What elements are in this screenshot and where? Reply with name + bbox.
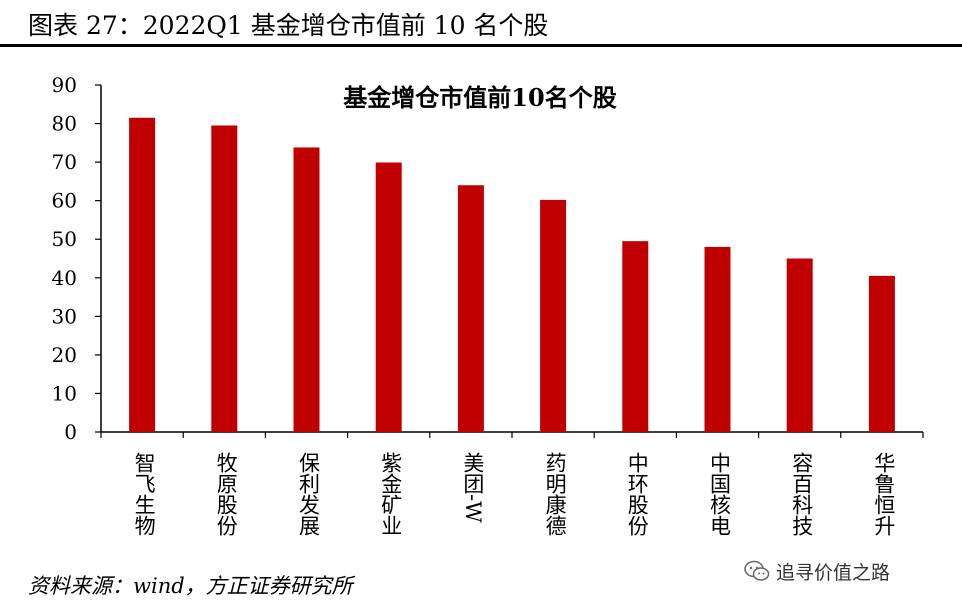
y-tick-label: 30 [52, 304, 77, 328]
watermark-text: 追寻价值之路 [776, 561, 891, 584]
x-tick-label: 牧原股份 [214, 452, 238, 536]
bar [129, 117, 156, 433]
y-tick-label: 90 [52, 73, 77, 97]
bar [457, 185, 484, 432]
bar-chart: 基金增仓市值前10名个股 0 10 20 30 40 50 60 70 80 90 智飞生物 牧原股… [52, 73, 924, 536]
y-tick-label: 60 [52, 189, 77, 213]
x-tick-label: 容百科技 [790, 452, 814, 536]
x-tick-label: 保利发展 [297, 452, 321, 536]
x-tick-label: 紫金矿业 [379, 452, 403, 536]
y-axis: 0 10 20 30 40 50 60 70 80 90 [52, 73, 102, 444]
figure-title: 图表 27：2022Q1 基金增仓市值前 10 名个股 [28, 11, 549, 40]
bar [704, 246, 731, 432]
watermark: 追寻价值之路 [744, 556, 890, 586]
bar [868, 275, 895, 432]
bar-series [129, 117, 895, 433]
x-tick-label: 药明康德 [543, 452, 567, 536]
x-tick-labels: 智飞生物 牧原股份 保利发展 紫金矿业 美团-W 药明康德 中环股份 中国核电 容百科技 华鲁恒升 [132, 452, 896, 536]
y-tick-label: 40 [52, 266, 77, 290]
chart-title: 基金增仓市值前10名个股 [343, 83, 616, 112]
bar [540, 199, 567, 432]
x-tick-label: 美团-W [461, 452, 485, 523]
y-tick-label: 20 [52, 343, 77, 367]
y-tick-label: 10 [52, 381, 77, 405]
x-tick-label: 中环股份 [625, 452, 649, 536]
y-tick-label: 50 [52, 227, 77, 251]
bar [786, 258, 813, 432]
source-note: 资料来源：wind，方正证券研究所 [28, 574, 353, 598]
x-tick-label: 智飞生物 [132, 452, 156, 536]
y-tick-label: 70 [52, 150, 77, 174]
bar [211, 125, 238, 432]
y-tick-label: 0 [64, 420, 77, 444]
bar [293, 147, 320, 432]
y-tick-label: 80 [52, 112, 77, 136]
bar [375, 162, 402, 432]
x-axis [100, 431, 924, 438]
x-tick-label: 华鲁恒升 [872, 452, 896, 536]
wechat-icon [744, 560, 770, 581]
title-rule [0, 44, 962, 47]
bar [622, 241, 649, 432]
x-tick-label: 中国核电 [708, 452, 732, 536]
